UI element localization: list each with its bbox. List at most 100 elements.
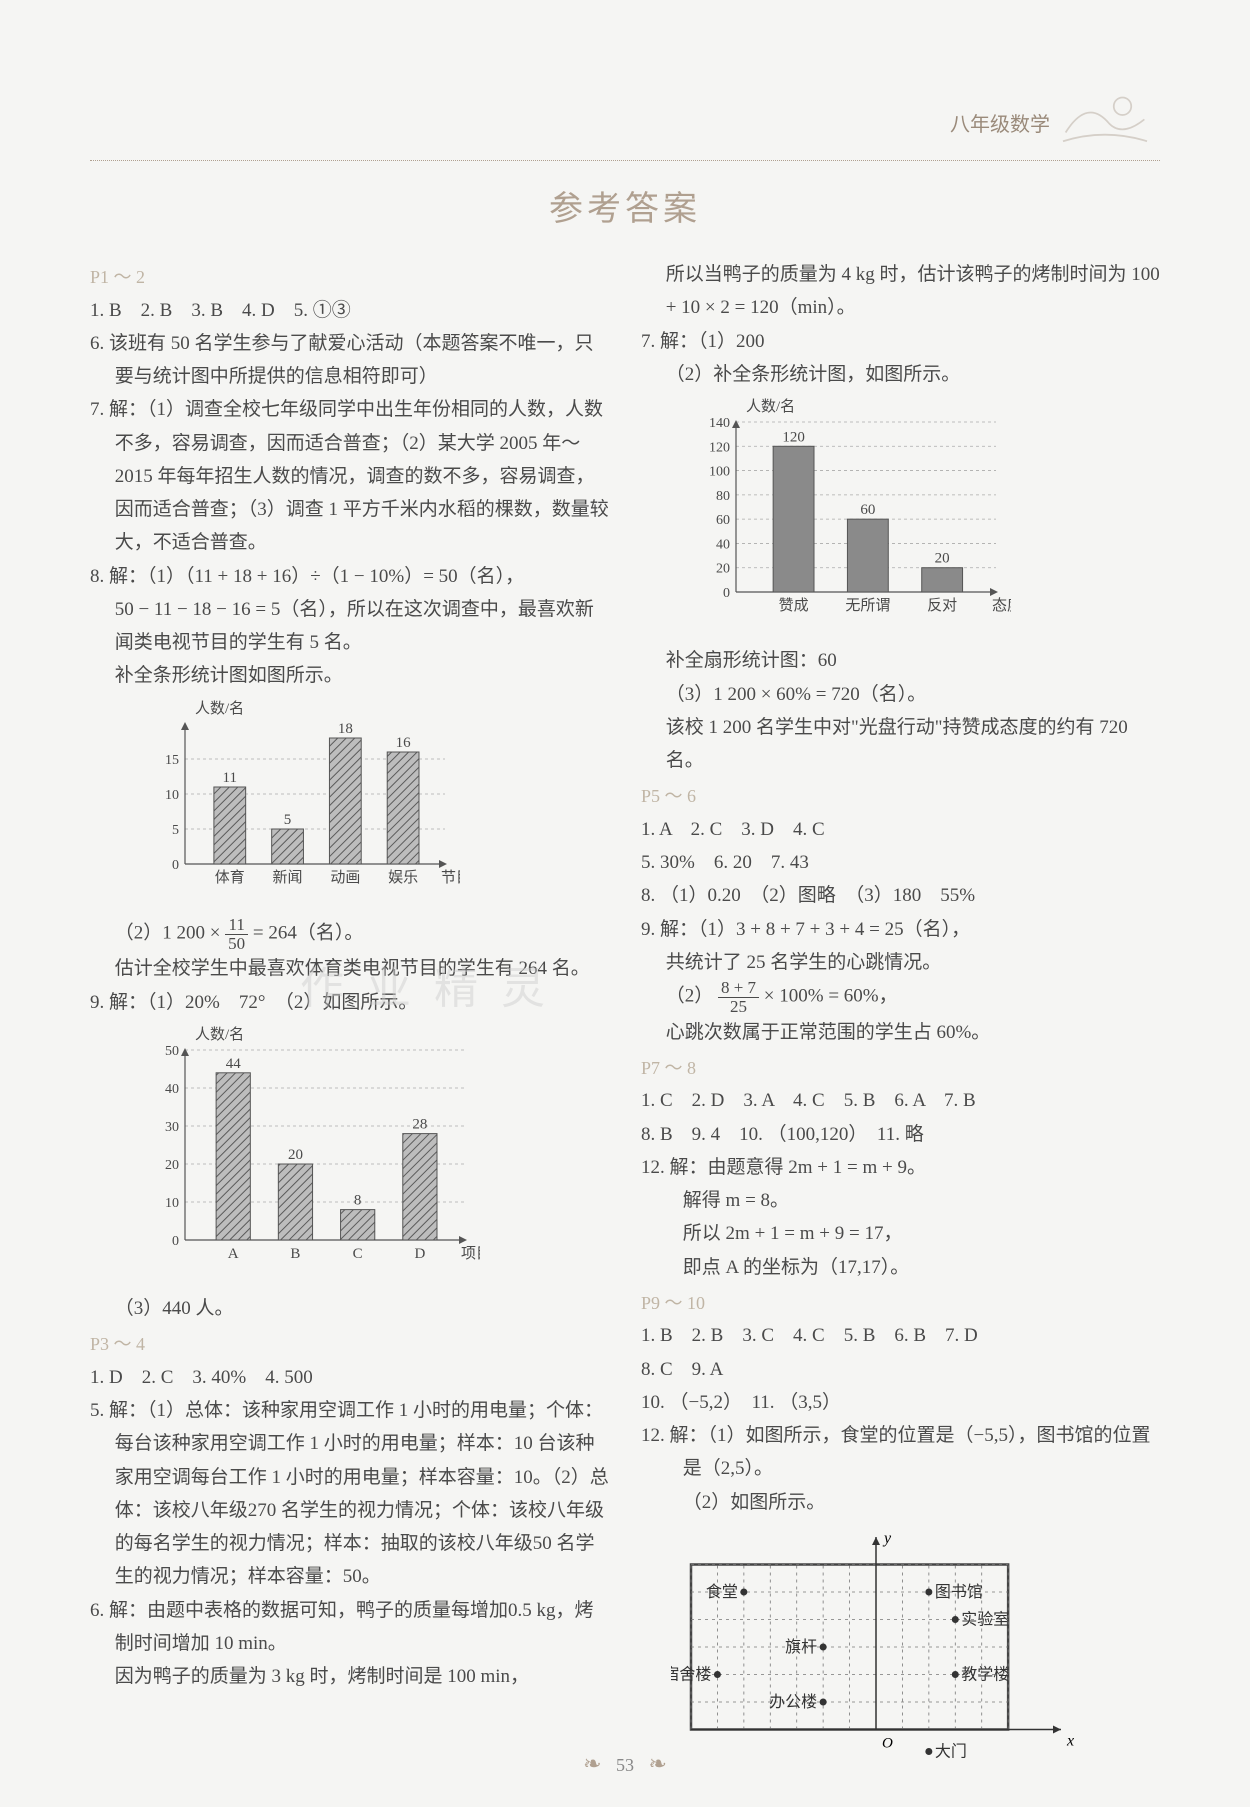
svg-text:20: 20 [165,1158,179,1173]
fraction-num: 8 + 7 [718,979,759,998]
svg-text:44: 44 [226,1056,242,1072]
svg-text:5: 5 [284,812,292,828]
svg-text:20: 20 [935,551,950,567]
svg-text:60: 60 [716,513,730,528]
answer-line: （2）补全条形统计图，如图所示。 [641,358,1160,391]
bar-chart: 人数/名020406080100120140120赞成60无所谓20反对态度 [681,397,1011,627]
answer-line: 1. B 2. B 3. C 4. C 5. B 6. B 7. D [641,1319,1160,1352]
answer-line: 8. C 9. A [641,1353,1160,1386]
answer-line: 12. 解：由题意得 2m + 1 = m + 9。 [641,1151,1160,1184]
svg-text:40: 40 [716,537,730,552]
answer-line: 因为鸭子的质量为 3 kg 时，烤制时间是 100 min， [90,1660,609,1693]
svg-text:20: 20 [716,562,730,577]
svg-text:10: 10 [165,788,179,803]
chart-q8: 人数/名05101511体育5新闻18动画16娱乐节目类别 [130,699,609,910]
answer-line: 8. B 9. 4 10. （100,120） 11. 略 [641,1118,1160,1151]
svg-text:人数/名: 人数/名 [195,700,244,717]
svg-text:5: 5 [172,823,179,838]
answer-line: 5. 30% 6. 20 7. 43 [641,846,1160,879]
fraction-den: 25 [718,998,759,1016]
chart-q9: 人数/名0102030405044A20B8C28D项目 [130,1025,609,1286]
answer-line: 补全条形统计图如图所示。 [90,659,609,692]
svg-text:28: 28 [412,1117,427,1133]
answer-line: 估计全校学生中最喜欢体育类电视节目的学生有 264 名。 [90,952,609,985]
answer-line: 心跳次数属于正常范围的学生占 60%。 [641,1016,1160,1049]
svg-text:食堂: 食堂 [706,1583,738,1601]
answer-line: 10. （−5,2） 11. （3,5） [641,1386,1160,1419]
svg-text:140: 140 [709,416,730,431]
section-ref-p7-8: P7 ～ 8 [641,1053,1160,1085]
svg-text:项目: 项目 [461,1245,480,1262]
svg-text:18: 18 [338,721,353,737]
svg-text:80: 80 [716,489,730,504]
section-ref-p3-4: P3 ～ 4 [90,1329,609,1361]
answer-line: 补全扇形统计图：60 [641,644,1160,677]
fraction-num: 11 [225,916,248,935]
decor-sketch-icon [1060,80,1150,150]
svg-text:50: 50 [165,1044,179,1059]
right-column: 所以当鸭子的质量为 4 kg 时，估计该鸭子的烤制时间为 100 + 10 × … [641,258,1160,1798]
svg-text:O: O [882,1735,893,1751]
answer-line: 解得 m = 8。 [641,1184,1160,1217]
svg-text:11: 11 [223,770,237,786]
answer-line: 8. （1）0.20 （2）图略 （3）180 55% [641,879,1160,912]
svg-text:体育: 体育 [215,869,245,886]
svg-text:D: D [414,1246,425,1262]
answer-line: 6. 解：由题中表格的数据可知，鸭子的质量每增加0.5 kg，烤制时间增加 10… [90,1594,609,1661]
svg-text:0: 0 [723,586,730,601]
answer-line: 7. 解：（1）200 [641,325,1160,358]
bird-icon: ❧ [583,1751,601,1776]
svg-text:120: 120 [709,440,730,455]
bird-icon: ❧ [649,1751,667,1776]
svg-text:40: 40 [165,1082,179,1097]
coord-svg: xyO食堂图书馆实验室旗杆宿舍楼教学楼办公楼大门 [671,1527,1091,1787]
svg-text:30: 30 [165,1120,179,1135]
main-title: 参考答案 [90,181,1160,230]
svg-text:120: 120 [782,429,805,445]
answer-line: 6. 该班有 50 名学生参与了献爱心活动（本题答案不唯一，只要与统计图中所提供… [90,327,609,394]
chart-q7: 人数/名020406080100120140120赞成60无所谓20反对态度 [681,397,1160,638]
svg-text:15: 15 [165,753,179,768]
text-frag: （2）1 200 × [115,922,221,943]
svg-text:0: 0 [172,858,179,873]
answer-line: 9. 解：（1）3 + 8 + 7 + 3 + 4 = 25（名）， [641,913,1160,946]
svg-text:宿舍楼: 宿舍楼 [671,1665,711,1683]
svg-text:办公楼: 办公楼 [769,1693,817,1711]
fraction: 8 + 7 25 [718,979,759,1016]
svg-text:反对: 反对 [927,597,957,614]
answer-line: （2）1 200 × 11 50 = 264（名）。 [90,916,609,953]
answer-line: 1. B 2. B 3. B 4. D 5. ①③ [90,294,609,327]
section-ref-p1-2: P1 ～ 2 [90,262,609,294]
answer-line: （2） 8 + 7 25 × 100% = 60%， [641,979,1160,1016]
svg-text:C: C [353,1246,363,1262]
svg-text:100: 100 [709,465,730,480]
text-frag: × 100% = 60%， [764,986,898,1007]
answer-line: 1. C 2. D 3. A 4. C 5. B 6. A 7. B [641,1084,1160,1117]
answer-line: 5. 解：（1）总体：该种家用空调工作 1 小时的用电量；个体：每台该种家用空调… [90,1394,609,1594]
answer-line: 该校 1 200 名学生中对"光盘行动"持赞成态度的约有 720 名。 [641,711,1160,778]
answer-line: 12. 解：（1）如图所示，食堂的位置是（−5,5），图书馆的位置是（2,5）。 [641,1419,1160,1486]
section-ref-p5-6: P5 ～ 6 [641,781,1160,813]
svg-text:新闻: 新闻 [273,869,303,886]
svg-text:娱乐: 娱乐 [388,869,418,886]
svg-text:动画: 动画 [330,869,360,886]
svg-text:旗杆: 旗杆 [785,1638,817,1656]
left-column: P1 ～ 2 1. B 2. B 3. B 4. D 5. ①③ 6. 该班有 … [90,258,609,1798]
answer-line: 1. D 2. C 3. 40% 4. 500 [90,1361,609,1394]
svg-text:10: 10 [165,1196,179,1211]
answer-line: 8. 解：（1）（11 + 18 + 16）÷（1 − 10%）= 50（名）， [90,560,609,593]
svg-text:20: 20 [288,1147,303,1163]
svg-text:8: 8 [354,1193,362,1209]
svg-text:图书馆: 图书馆 [935,1583,983,1601]
svg-text:60: 60 [860,502,875,518]
svg-text:态度: 态度 [992,597,1011,614]
answer-line: 9. 解：（1）20% 72° （2）如图所示。 [90,986,609,1019]
svg-text:0: 0 [172,1234,179,1249]
page-header: 八年级数学 [90,60,1160,160]
fraction: 11 50 [225,916,248,953]
svg-text:实验室: 实验室 [961,1610,1009,1628]
answer-line: 7. 解：（1）调查全校七年级同学中出生年份相同的人数，人数不多，容易调查，因而… [90,393,609,559]
bar-chart: 人数/名05101511体育5新闻18动画16娱乐节目类别 [130,699,460,899]
svg-text:16: 16 [396,735,412,751]
answer-line: 共统计了 25 名学生的心跳情况。 [641,946,1160,979]
